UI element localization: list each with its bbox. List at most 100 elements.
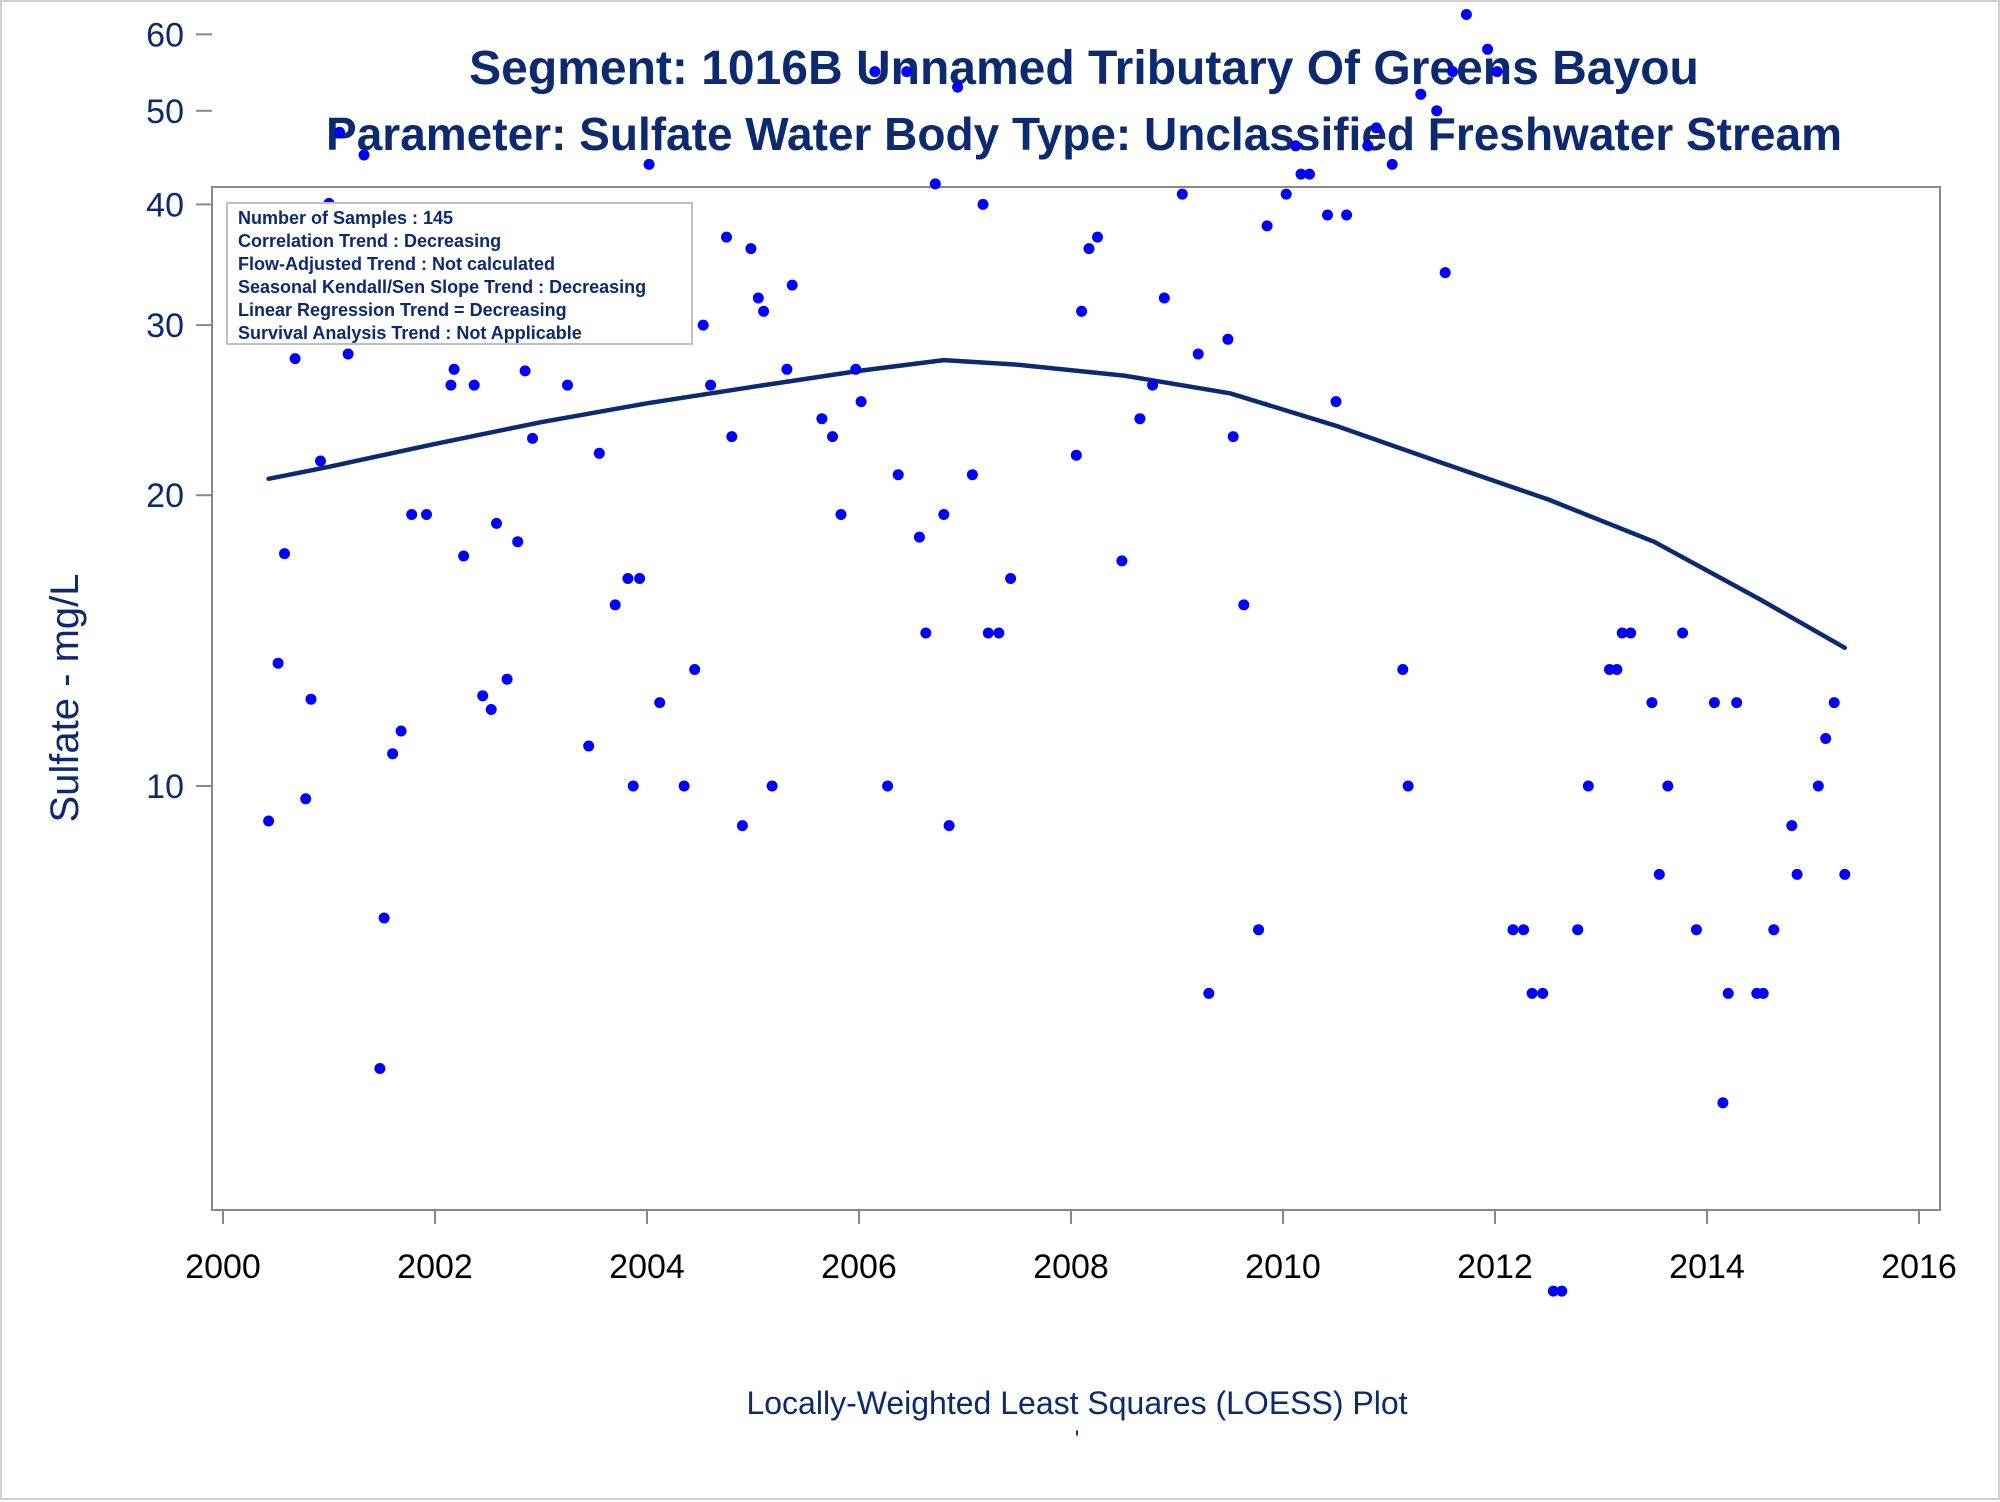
data-point <box>758 305 770 317</box>
data-point <box>1304 168 1315 180</box>
data-point <box>1330 396 1342 408</box>
data-point <box>378 912 390 924</box>
data-point <box>1491 66 1503 78</box>
data-point <box>766 780 778 792</box>
data-point <box>263 815 275 827</box>
info-line: Flow-Adjusted Trend : Not calculated <box>238 254 555 274</box>
data-point <box>634 573 646 584</box>
data-point <box>477 690 489 702</box>
x-tick-label: 2004 <box>609 1248 685 1286</box>
data-point <box>913 531 925 543</box>
data-point <box>1708 697 1720 709</box>
data-point <box>387 748 399 760</box>
data-point <box>1192 348 1204 360</box>
y-tick-label: 30 <box>146 307 184 345</box>
data-point <box>609 599 621 611</box>
data-point <box>869 66 881 78</box>
data-point <box>938 509 950 520</box>
data-point <box>1662 780 1674 792</box>
data-point <box>835 509 847 520</box>
data-point <box>627 780 639 792</box>
info-box-border <box>226 202 693 345</box>
data-point <box>1280 188 1292 200</box>
data-point <box>1092 231 1103 243</box>
data-point <box>752 292 764 304</box>
data-point <box>1786 820 1798 832</box>
data-point <box>929 178 941 190</box>
data-point <box>1839 868 1851 880</box>
info-line: Seasonal Kendall/Sen Slope Trend : Decre… <box>238 277 646 297</box>
data-point <box>445 379 457 391</box>
data-point <box>1731 697 1743 709</box>
data-point <box>448 363 460 375</box>
data-point <box>1582 780 1594 792</box>
data-point <box>1116 555 1128 567</box>
data-point <box>1238 599 1250 611</box>
data-point <box>1322 209 1333 221</box>
data-point <box>1722 987 1734 999</box>
x-tick-label: 2002 <box>397 1248 473 1286</box>
data-point <box>1070 449 1082 461</box>
data-point <box>562 379 573 391</box>
x-tick-label: 2012 <box>1457 1248 1533 1286</box>
chart-title: Segment: 1016B Unnamed Tributary Of Gree… <box>469 42 1699 95</box>
data-point <box>1507 924 1519 936</box>
data-point <box>1341 209 1353 221</box>
data-point <box>1222 333 1234 345</box>
loess-curve <box>266 357 1848 651</box>
data-point <box>421 509 432 520</box>
data-point <box>705 379 717 391</box>
axes: 1020304050607020002002200420062008201020… <box>146 16 1957 1286</box>
data-point <box>1158 292 1170 304</box>
data-point <box>501 673 513 685</box>
data-point <box>966 469 978 481</box>
data-point <box>1460 9 1472 20</box>
data-point <box>643 158 655 170</box>
data-point <box>1526 987 1538 999</box>
data-point <box>1611 664 1623 675</box>
data-point <box>1076 305 1088 317</box>
data-point <box>901 66 913 78</box>
data-point <box>1397 664 1409 675</box>
data-point <box>1176 188 1188 200</box>
data-point <box>1290 140 1302 152</box>
data-point <box>1547 1285 1559 1297</box>
data-point <box>726 431 738 443</box>
data-point <box>1227 431 1239 443</box>
data-point <box>358 149 370 161</box>
chart-subtitle: Parameter: Sulfate Water Body Type: Uncl… <box>326 108 1842 160</box>
info-line: Number of Samples : 145 <box>238 208 453 228</box>
data-point <box>1820 733 1832 744</box>
data-point <box>1370 122 1382 134</box>
y-tick-label: 20 <box>146 477 184 515</box>
data-point <box>527 432 538 444</box>
data-point <box>1439 267 1451 279</box>
x-tick-label: 2006 <box>821 1248 897 1286</box>
data-point <box>1757 987 1769 999</box>
info-box: Number of Samples : 145 Correlation Tren… <box>226 202 693 345</box>
data-point <box>1447 66 1459 78</box>
data-point <box>289 353 301 365</box>
data-point <box>1616 627 1628 639</box>
data-point <box>816 413 828 425</box>
data-point <box>892 469 904 481</box>
data-point <box>468 379 480 391</box>
data-point <box>1005 573 1017 584</box>
data-point <box>519 365 531 377</box>
data-point <box>272 657 284 669</box>
data-point <box>1261 220 1273 232</box>
data-point <box>1768 924 1780 936</box>
y-tick-label: 10 <box>146 768 184 806</box>
y-tick-label: 50 <box>146 93 184 131</box>
data-point <box>1646 697 1658 709</box>
data-point <box>1295 168 1307 180</box>
data-point <box>721 231 732 243</box>
data-point <box>1203 987 1215 999</box>
footnote-mark: ' <box>1075 1426 1080 1453</box>
data-point <box>1402 780 1414 792</box>
data-point <box>1537 987 1549 999</box>
data-point <box>982 627 994 639</box>
data-point <box>1253 924 1265 936</box>
data-point <box>491 517 502 529</box>
data-point <box>406 509 418 520</box>
